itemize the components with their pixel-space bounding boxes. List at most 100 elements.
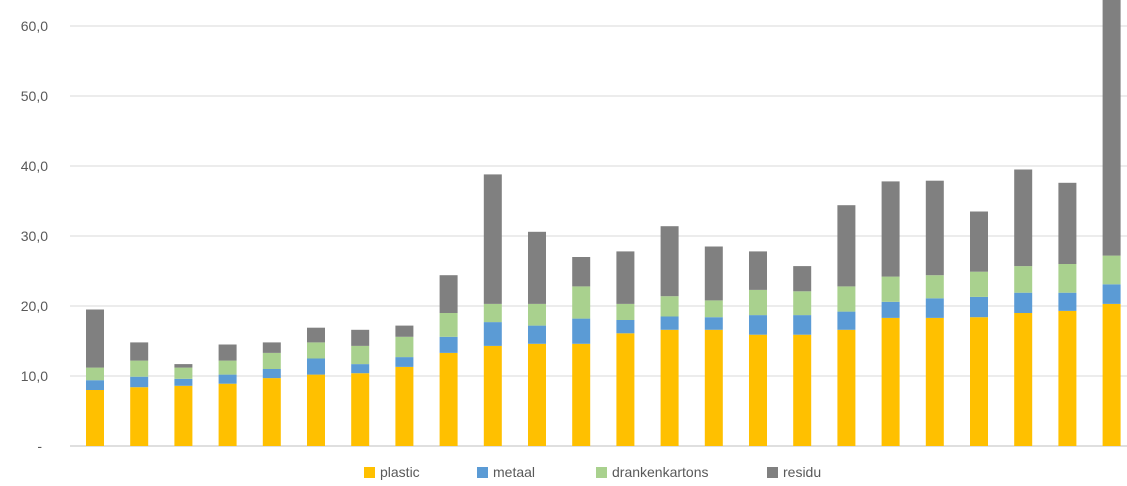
bar-segment-metaal (1058, 292, 1077, 311)
bar-segment-drankenkartons (881, 276, 900, 302)
bar-segment-residu (395, 325, 414, 337)
y-tick-label: 20,0 (21, 298, 48, 314)
bar-segment-drankenkartons (616, 303, 635, 320)
bar-segment-residu (483, 174, 502, 304)
bar-segment-residu (86, 309, 104, 368)
bar-segment-residu (1014, 169, 1033, 267)
bar-segment-residu (970, 211, 988, 272)
bar-segment-metaal (439, 336, 458, 353)
bar-segment-metaal (749, 315, 767, 335)
legend-swatch (596, 467, 607, 478)
bar-segment-drankenkartons (528, 303, 546, 326)
legend-label: plastic (380, 464, 420, 480)
bar-segment-plastic (174, 385, 193, 446)
bar-segment-residu (130, 342, 149, 361)
bar-segment-drankenkartons (351, 345, 370, 365)
bar-segment-metaal (970, 296, 988, 318)
bar-segment-metaal (793, 315, 812, 335)
bar-segment-metaal (660, 316, 679, 330)
bar-segment-metaal (572, 318, 591, 344)
bar-segment-drankenkartons (439, 313, 458, 337)
bar-segment-plastic (130, 387, 149, 446)
bars (86, 0, 1121, 446)
bar-segment-metaal (174, 378, 193, 386)
bar-segment-drankenkartons (749, 289, 767, 316)
bar-segment-metaal (528, 325, 546, 344)
bar-segment-drankenkartons (395, 336, 414, 358)
bar-segment-drankenkartons (837, 286, 856, 312)
bar-segment-drankenkartons (970, 271, 988, 297)
bar-segment-drankenkartons (174, 367, 193, 379)
bar-segment-plastic (528, 343, 546, 446)
bar-segment-plastic (616, 333, 635, 446)
bar-segment-drankenkartons (86, 367, 104, 381)
bar-segment-residu (307, 327, 325, 343)
legend-label: drankenkartons (612, 464, 709, 480)
bar-segment-residu (749, 251, 767, 290)
bar-segment-plastic (351, 373, 370, 446)
legend-swatch (767, 467, 778, 478)
bar-segment-metaal (86, 380, 104, 390)
bar-segment-drankenkartons (307, 342, 325, 359)
bar-segment-residu (881, 181, 900, 277)
bar-segment-metaal (351, 364, 370, 374)
y-tick-label: 30,0 (21, 228, 48, 244)
bar-segment-metaal (1014, 292, 1033, 313)
legend-label: metaal (493, 464, 535, 480)
bar-segment-metaal (925, 298, 944, 318)
bar-segment-metaal (1102, 284, 1121, 304)
bar-segment-drankenkartons (262, 352, 281, 369)
gridlines (70, 25, 1127, 447)
bar-segment-residu (262, 342, 281, 353)
bar-segment-plastic (395, 366, 414, 446)
bar-segment-metaal (837, 311, 856, 330)
bar-segment-residu (528, 231, 546, 304)
legend-swatch (364, 467, 375, 478)
bar-segment-plastic (307, 374, 325, 446)
bar-segment-metaal (704, 317, 723, 330)
bar-segment-drankenkartons (793, 291, 812, 316)
bar-segment-drankenkartons (483, 303, 502, 323)
bar-segment-plastic (660, 329, 679, 446)
bar-segment-plastic (793, 334, 812, 446)
bar-segment-residu (1058, 182, 1077, 264)
bar-segment-residu (572, 257, 591, 287)
bar-segment-drankenkartons (1058, 264, 1077, 293)
bar-segment-drankenkartons (1102, 255, 1121, 285)
bar-segment-residu (616, 251, 635, 304)
bar-segment-drankenkartons (660, 296, 679, 317)
bar-segment-plastic (1014, 313, 1033, 446)
bar-segment-plastic (439, 352, 458, 446)
bar-segment-residu (174, 364, 193, 368)
bar-segment-metaal (262, 369, 281, 379)
bar-segment-residu (1102, 0, 1121, 256)
bar-segment-drankenkartons (218, 360, 237, 375)
bar-segment-plastic (881, 317, 900, 446)
bar-segment-metaal (307, 358, 325, 375)
bar-segment-plastic (218, 383, 237, 446)
bar-segment-residu (925, 180, 944, 276)
bar-segment-residu (439, 275, 458, 313)
bar-segment-drankenkartons (572, 286, 591, 319)
bar-segment-drankenkartons (1014, 266, 1033, 293)
bar-segment-plastic (704, 329, 723, 446)
y-tick-label: 10,0 (21, 368, 48, 384)
y-tick-label: 60,0 (21, 18, 48, 34)
bar-segment-plastic (970, 317, 988, 446)
bar-segment-metaal (395, 357, 414, 367)
bar-segment-plastic (837, 329, 856, 446)
bar-segment-residu (793, 266, 812, 292)
bar-segment-plastic (262, 378, 281, 446)
y-axis: - 10,0 20,0 30,0 40,0 50,0 60,0 (21, 18, 48, 454)
bar-segment-metaal (130, 376, 149, 388)
legend: plastic metaal drankenkartons residu (364, 464, 821, 480)
bar-segment-plastic (925, 317, 944, 446)
bar-segment-plastic (483, 345, 502, 446)
bar-segment-drankenkartons (704, 300, 723, 318)
bar-segment-residu (660, 226, 679, 297)
y-tick-label: - (37, 438, 42, 454)
bar-segment-residu (218, 344, 237, 361)
bar-segment-metaal (616, 320, 635, 334)
bar-segment-plastic (572, 343, 591, 446)
